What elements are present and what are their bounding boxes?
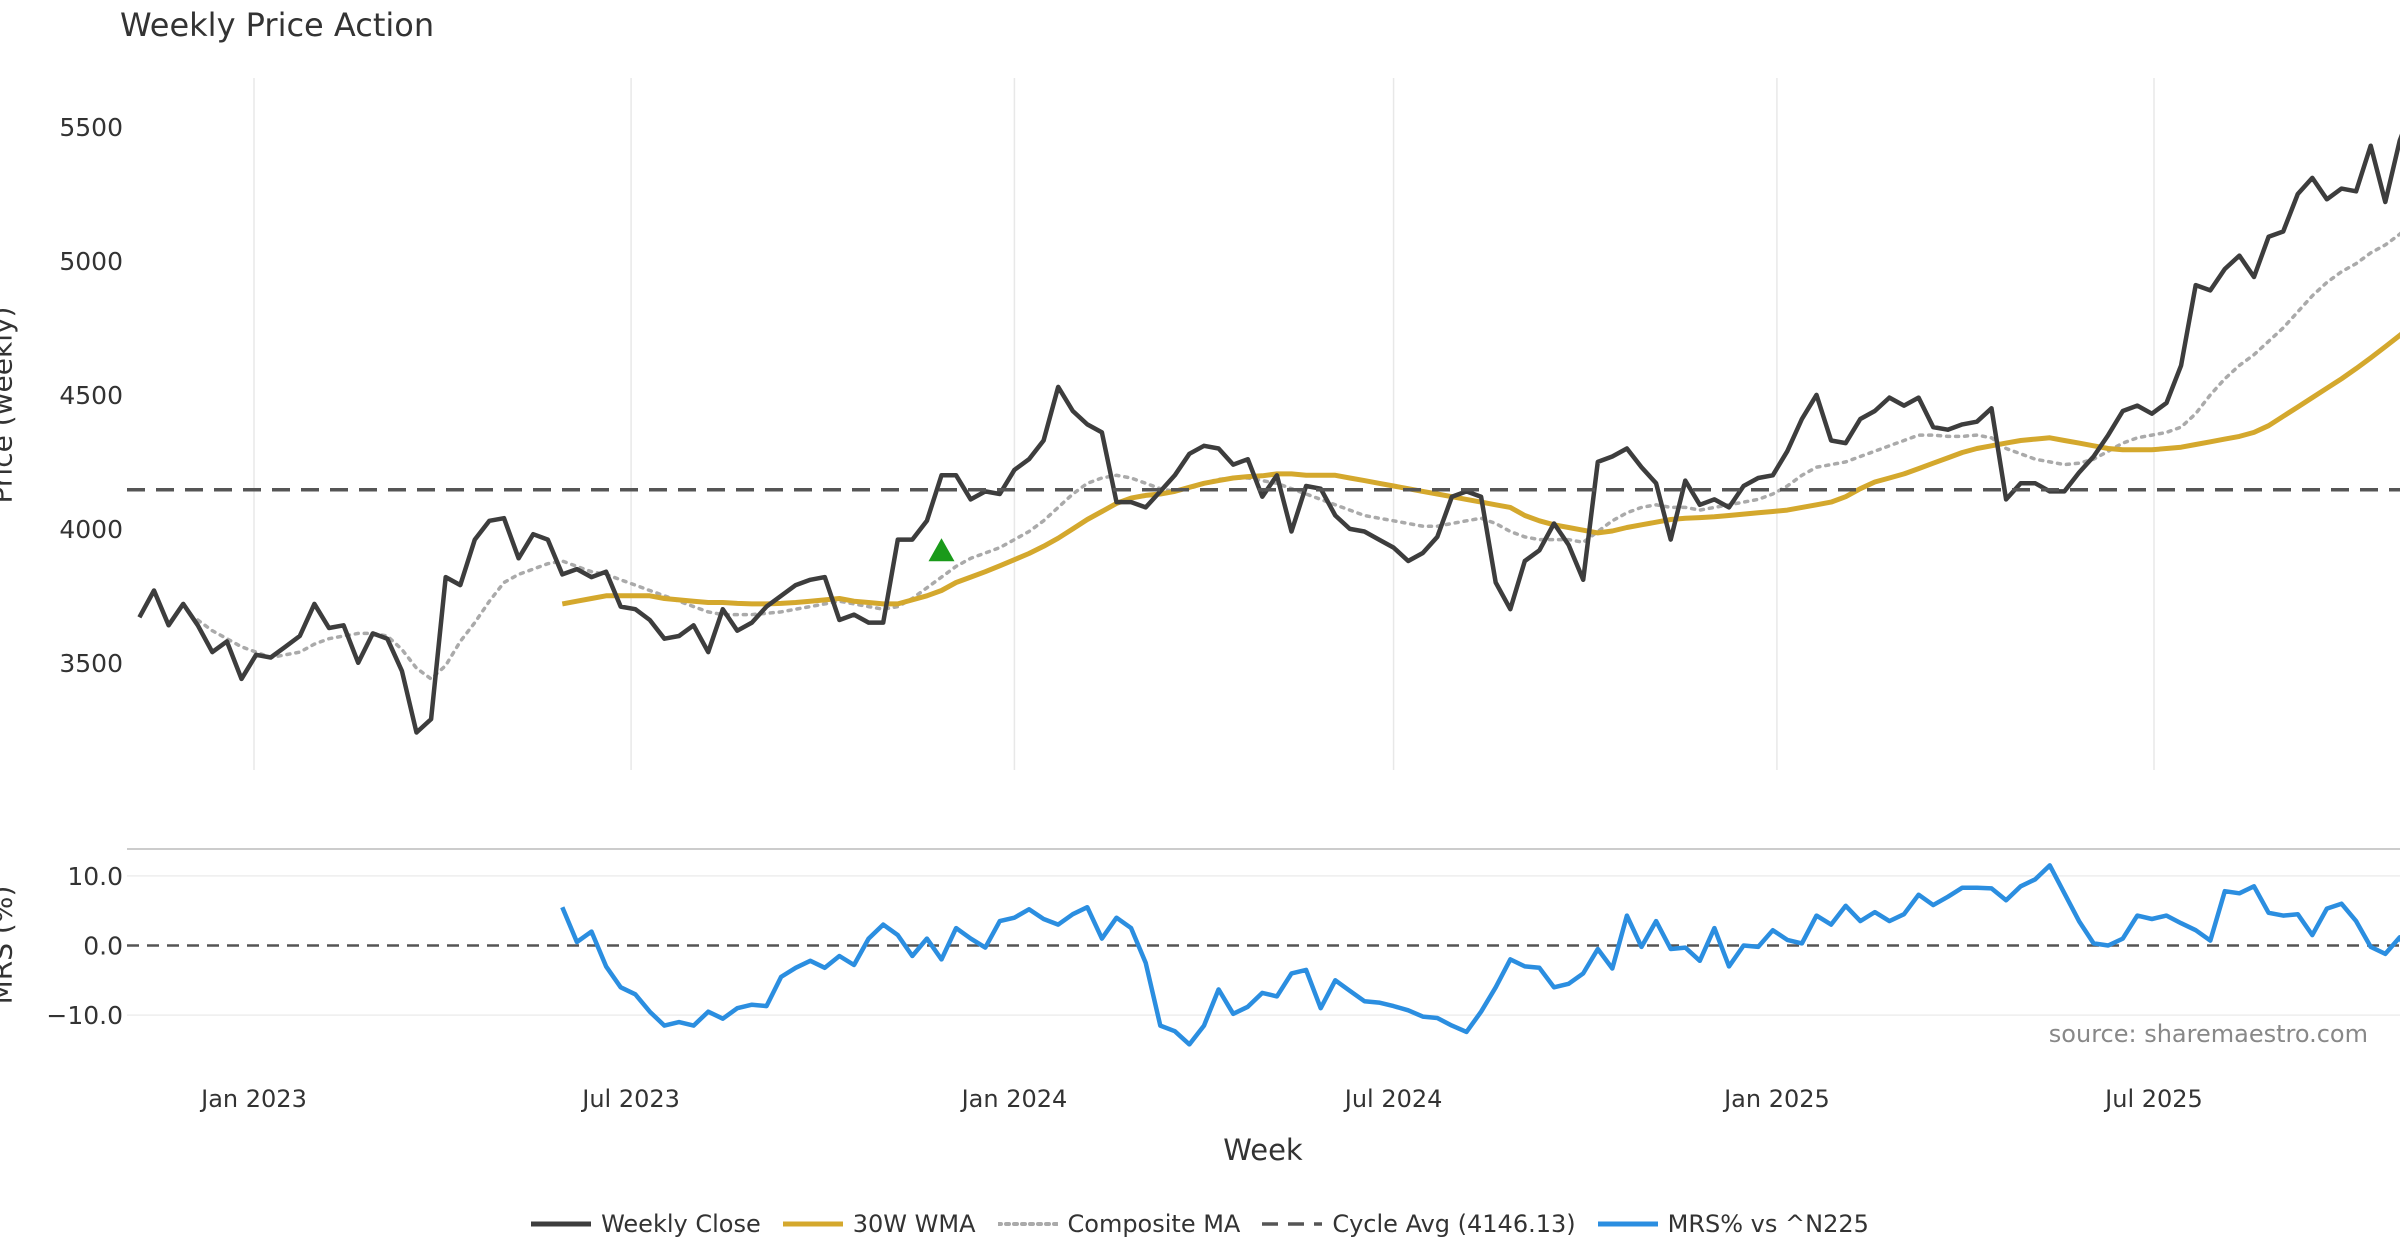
x-tick-label: Jan 2025 [1722,1085,1830,1113]
price-tick-label: 4000 [59,515,123,544]
buy-signal-marker [928,538,955,562]
price-axis-label: Price (weekly) [0,306,19,504]
mrs-tick-label: −10.0 [46,1001,123,1030]
x-tick-label: Jul 2025 [2103,1085,2203,1113]
legend-swatch [782,1221,843,1227]
price-tick-label: 5000 [59,247,123,276]
legend-swatch [1262,1222,1323,1226]
series-line-mrs [560,863,2400,1047]
legend-swatch [1597,1221,1658,1227]
x-tick-label: Jan 2023 [199,1085,307,1113]
source-annotation: source: sharemaestro.com [2048,1020,2368,1048]
x-tick-label: Jul 2023 [580,1085,680,1113]
legend-item-composite-ma[interactable]: Composite MA [997,1210,1241,1238]
legend-item-30w-wma[interactable]: 30W WMA [782,1210,976,1238]
x-tick-label: Jan 2024 [960,1085,1068,1113]
legend-label: Composite MA [1067,1210,1241,1238]
x-axis-label: Week [1223,1133,1303,1167]
series-line-weekly-close [137,133,2400,735]
mrs-axis-label: MRS (%) [0,885,19,1005]
legend-item-cycle-avg[interactable]: Cycle Avg (4146.13) [1262,1210,1576,1238]
mrs-tick-label: 0.0 [83,932,123,961]
mrs-tick-label: 10.0 [67,862,123,891]
legend-item-mrs[interactable]: MRS% vs ^N225 [1597,1210,1869,1238]
legend-item-weekly-close[interactable]: Weekly Close [531,1210,761,1238]
x-tick-label: Jul 2024 [1343,1085,1443,1113]
series-line-composite-ma [196,231,2400,682]
legend: Weekly Close 30W WMA Composite MA Cycle … [0,1210,2400,1238]
legend-label: Cycle Avg (4146.13) [1332,1210,1576,1238]
legend-label: MRS% vs ^N225 [1667,1210,1869,1238]
price-tick-label: 4500 [59,381,123,410]
legend-swatch [997,1222,1058,1226]
price-tick-label: 3500 [59,649,123,678]
legend-label: 30W WMA [852,1210,976,1238]
series-line-30w-wma [561,332,2400,607]
chart-title: Weekly Price Action [120,6,435,44]
price-tick-label: 5500 [59,113,123,142]
legend-label: Weekly Close [601,1210,761,1238]
legend-swatch [531,1221,592,1227]
